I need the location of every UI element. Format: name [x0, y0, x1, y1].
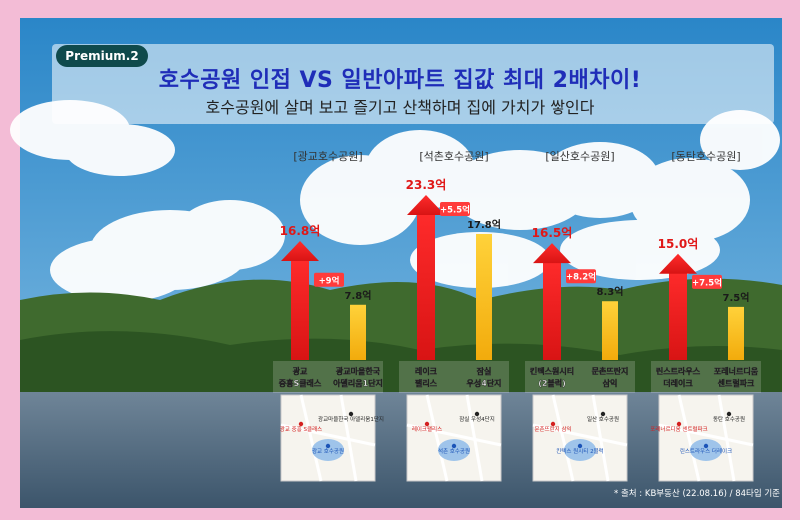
map-label: 광교마을한국 아델리움1단지 [318, 415, 384, 423]
diff-badge [314, 272, 344, 287]
map-marker [726, 411, 732, 417]
complex-name: 더레이크 [663, 378, 693, 388]
complex-name: (2블럭) [538, 378, 566, 388]
complex-name: 린스트라우스 [656, 366, 701, 376]
map-marker [577, 443, 583, 449]
bar-regular [728, 306, 744, 360]
bar-near-lake [543, 259, 561, 360]
map-marker [451, 443, 457, 449]
name-plate [399, 361, 509, 393]
name-plate [273, 361, 383, 393]
value-label-regular: 7.5억 [723, 292, 750, 304]
complex-name: 잠실 [477, 366, 492, 376]
map-roads [532, 394, 628, 482]
map-lake [564, 439, 596, 461]
map-roads [406, 394, 502, 482]
diff-badge [440, 201, 470, 216]
value-label-regular: 8.3억 [597, 286, 624, 298]
page-title: 호수공원 인접 VS 일반아파트 집값 최대 2배차이! [158, 68, 642, 93]
complex-name: 삼익 [603, 378, 618, 388]
location-map [532, 394, 628, 482]
forest-hills [20, 331, 782, 395]
complex-name: 우성4단지 [466, 378, 501, 388]
map-label: 킨텍스 원시티 2블럭 [556, 447, 603, 455]
diff-label: +9억 [319, 275, 340, 286]
bar-arrow-head [407, 195, 445, 215]
bar-regular [350, 304, 366, 360]
bar-near-lake [669, 269, 687, 360]
map-label: 문촌뜨란지 삼익 [534, 425, 571, 433]
bar-regular [476, 233, 492, 360]
name-plate [525, 361, 635, 393]
location-map [280, 394, 376, 482]
diff-label: +7.5억 [692, 277, 722, 288]
diff-badge [692, 274, 722, 289]
bar-near-lake [417, 211, 435, 360]
location-map [406, 394, 502, 482]
complex-name: 아델리움1단지 [333, 378, 383, 388]
diff-label: +8.2억 [566, 272, 596, 283]
complex-name: 포레너르디움 [714, 366, 759, 376]
map-marker [424, 421, 430, 427]
complex-name: 광교마을한국 [336, 366, 381, 376]
group-label: [일산호수공원] [545, 149, 614, 163]
group-label: [석촌호수공원] [419, 150, 488, 163]
map-marker [348, 411, 354, 417]
diff-badge [566, 269, 596, 284]
value-label-near: 16.5억 [532, 226, 573, 240]
source-note: * 출처 : KB부동산 (22.08.16) / 84타입 기준 [614, 489, 780, 499]
bar-near-lake [291, 257, 309, 360]
title-panel [52, 44, 774, 124]
complex-name: 중흥S클래스 [279, 378, 322, 388]
diff-label: +5.5억 [440, 204, 470, 215]
value-label-near: 23.3억 [406, 178, 447, 192]
map-marker [703, 443, 709, 449]
map-lake [312, 439, 344, 461]
complex-name: 킨텍스원시티 [530, 366, 574, 376]
map-label: 석촌 호수공원 [438, 447, 470, 455]
map-label: 광교 중흥 S클래스 [280, 425, 322, 433]
complex-name: 레이크 [415, 366, 438, 376]
complex-name: 광교 [293, 366, 308, 376]
map-lake [438, 439, 470, 461]
map-label: 잠실 우성4단지 [459, 415, 495, 423]
map-marker [676, 421, 682, 427]
map-marker [474, 411, 480, 417]
bar-arrow-head [281, 241, 319, 262]
group-label: [동탄호수공원] [671, 150, 740, 163]
complex-name: 팰리스 [415, 378, 438, 388]
map-label: 레이크팰리스 [412, 425, 442, 433]
complex-name: 문촌뜨란지 [592, 366, 629, 376]
map-label: 광교 호수공원 [312, 447, 344, 455]
value-label-near: 16.8억 [280, 224, 321, 238]
lake-water [20, 392, 782, 508]
page-subtitle: 호수공원에 살며 보고 즐기고 산책하며 집에 가치가 쌓인다 [205, 98, 595, 117]
map-marker [298, 421, 304, 427]
map-marker [600, 411, 606, 417]
value-label-regular: 7.8억 [345, 290, 372, 302]
map-label: 포레너르디움 센트럴파크 [650, 425, 707, 433]
name-plate [651, 361, 761, 393]
group-label: [광교호수공원] [293, 150, 362, 163]
location-map [658, 394, 754, 482]
map-label: 일산 호수공원 [587, 415, 619, 423]
map-roads [280, 394, 376, 482]
map-roads [658, 394, 754, 482]
complex-name: 센트럴파크 [718, 378, 755, 388]
bar-arrow-head [659, 253, 697, 274]
value-label-regular: 17.8억 [467, 219, 501, 231]
map-marker [325, 443, 331, 449]
bar-arrow-head [533, 243, 571, 264]
map-marker [550, 421, 556, 427]
premium-badge: Premium.2 [56, 45, 148, 67]
map-label: 린스트라우스 더레이크 [680, 447, 732, 455]
value-label-near: 15.0억 [658, 237, 699, 251]
bar-regular [602, 301, 618, 360]
map-lake [690, 439, 722, 461]
map-label: 동탄 호수공원 [713, 415, 745, 423]
